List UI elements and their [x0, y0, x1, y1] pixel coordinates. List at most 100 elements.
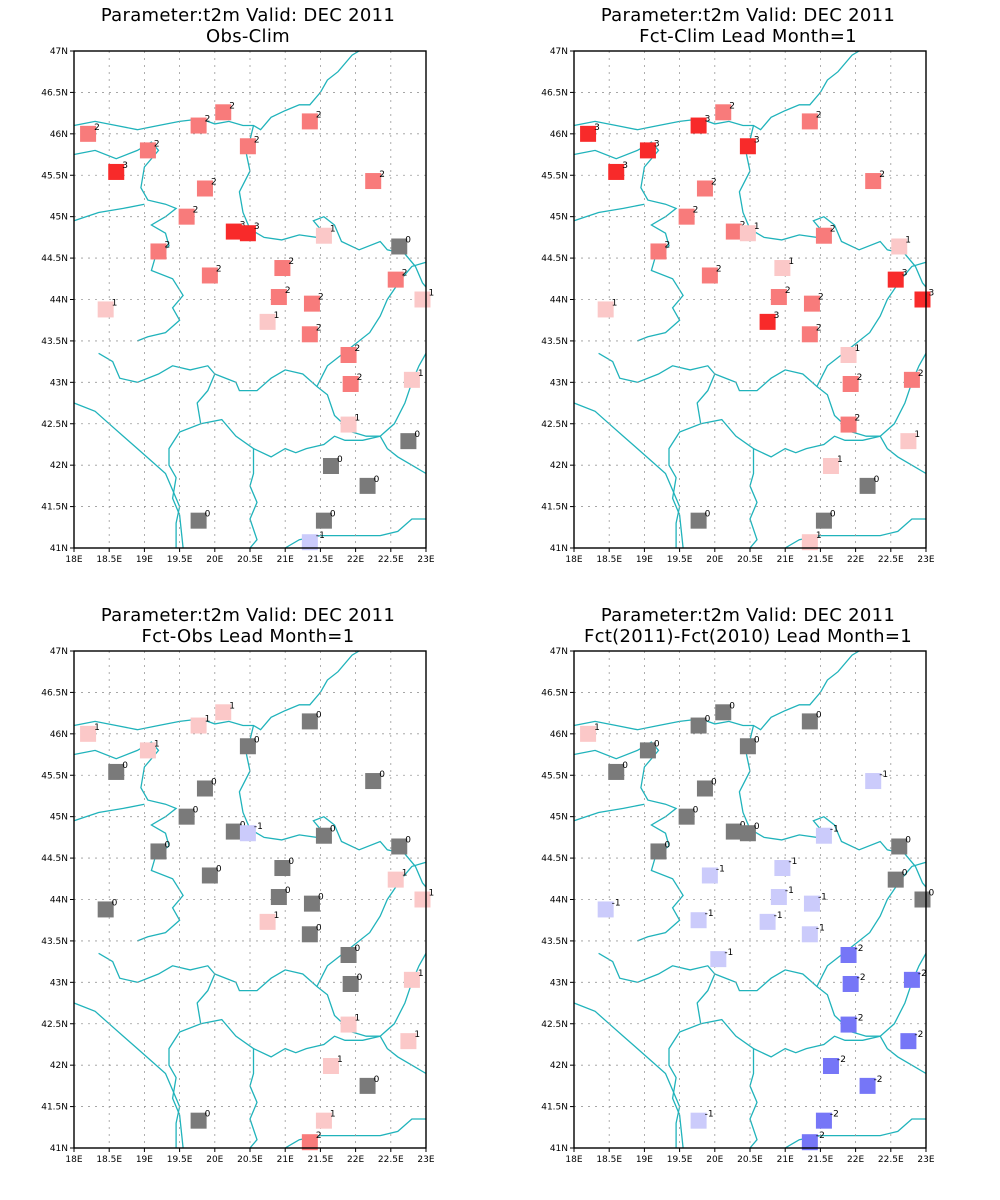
station-value-label: 2: [918, 369, 924, 379]
y-tick-label: 46.5N: [41, 688, 68, 698]
y-tick-label: 41N: [50, 544, 68, 554]
station-value-label: 0: [405, 235, 411, 245]
station-marker: [842, 375, 859, 392]
station-value-label: 0: [355, 944, 361, 954]
station-marker: [108, 163, 125, 180]
station-value-label: -1: [716, 864, 725, 874]
station-marker: [387, 271, 404, 288]
x-tick-label: 23E: [917, 555, 934, 565]
y-tick-label: 43N: [50, 378, 68, 388]
coastline-path: [749, 815, 927, 888]
chart-svg: Parameter:t2m Valid: DEC 2011 Obs-Clim 2…: [41, 5, 435, 565]
station-marker: [690, 717, 707, 734]
y-tick-label: 47N: [550, 647, 568, 657]
station-marker: [840, 416, 857, 433]
station-value-label: 0: [664, 840, 670, 850]
station-value-label: 0: [654, 739, 660, 749]
station-marker: [608, 163, 625, 180]
station-value-label: 1: [94, 723, 100, 733]
station-value-label: -2: [816, 1131, 825, 1141]
station-value-label: -1: [816, 923, 825, 933]
station-marker: [239, 225, 256, 242]
station-marker: [80, 125, 97, 142]
y-tick-label: 46.5N: [541, 688, 568, 698]
station-value-label: 1: [754, 222, 760, 232]
station-marker: [400, 1033, 417, 1050]
station-marker: [403, 971, 420, 988]
y-tick-label: 44N: [550, 896, 568, 906]
x-tick-label: 20.5E: [737, 1155, 763, 1165]
station-marker: [710, 951, 727, 968]
coastline-path: [749, 215, 927, 288]
station-value-label: 1: [402, 869, 408, 879]
station-marker: [715, 704, 732, 721]
station-value-label: 0: [374, 1075, 380, 1085]
y-tick-label: 45.5N: [41, 771, 68, 781]
y-tick-label: 41.5N: [541, 1103, 568, 1113]
station-marker: [225, 823, 242, 840]
station-marker: [301, 326, 318, 343]
station-value-label: 2: [664, 240, 670, 250]
station-marker: [801, 113, 818, 130]
station-marker: [139, 142, 156, 159]
x-tick-label: 19.5E: [167, 555, 193, 565]
y-tick-label: 43N: [50, 978, 68, 988]
station-value-label: 2: [711, 178, 717, 188]
chart-subtitle: Fct(2011)-Fct(2010) Lead Month=1: [584, 626, 912, 647]
y-tick-label: 46N: [50, 730, 68, 740]
x-tick-label: 19.5E: [167, 1155, 193, 1165]
station-value-label: -1: [316, 531, 325, 541]
coastline-path: [73, 402, 181, 548]
station-markers: 3133223220221332122221011220213213: [580, 101, 934, 551]
station-marker: [859, 477, 876, 494]
station-marker: [315, 512, 332, 529]
station-value-label: 2: [229, 101, 235, 111]
station-value-label: 0: [905, 835, 911, 845]
gridlines: [574, 51, 926, 548]
station-marker: [840, 1016, 857, 1033]
station-value-label: 0: [205, 510, 211, 520]
x-tick-label: 22.5E: [878, 1155, 904, 1165]
station-value-label: -1: [724, 948, 733, 958]
station-value-label: -1: [705, 1110, 714, 1120]
station-value-label: 0: [928, 889, 934, 899]
station-value-label: -2: [837, 1055, 846, 1065]
station-value-label: -1: [612, 898, 621, 908]
station-marker: [650, 843, 667, 860]
station-value-label: 0: [405, 835, 411, 845]
station-value-label: 1: [274, 911, 280, 921]
coastline-path: [249, 815, 427, 888]
station-value-label: 1: [837, 455, 843, 465]
x-tick-label: 18.5E: [596, 1155, 622, 1165]
station-value-label: 0: [379, 770, 385, 780]
station-marker: [639, 142, 656, 159]
station-value-label: 1: [112, 298, 118, 308]
station-value-label: 0: [288, 857, 294, 867]
station-marker: [365, 173, 382, 190]
station-marker: [387, 871, 404, 888]
station-value-label: -1: [774, 911, 783, 921]
station-value-label: 3: [594, 123, 600, 133]
station-value-label: -1: [788, 857, 797, 867]
coastline-path: [598, 352, 716, 383]
station-marker: [108, 763, 125, 780]
station-value-label: 0: [216, 864, 222, 874]
station-marker: [391, 238, 408, 255]
station-marker: [340, 416, 357, 433]
y-tick-label: 45.5N: [541, 171, 568, 181]
station-value-label: 1: [914, 430, 920, 440]
y-tick-label: 41N: [50, 1144, 68, 1154]
station-marker: [97, 301, 114, 318]
chart-subtitle: Fct-Clim Lead Month=1: [639, 26, 857, 47]
x-tick-label: 21E: [777, 555, 794, 565]
coastline-path: [73, 803, 145, 822]
station-marker: [774, 260, 791, 277]
y-tick-label: 41.5N: [541, 503, 568, 513]
station-value-label: 0: [316, 710, 322, 720]
station-marker: [887, 871, 904, 888]
chart-title: Parameter:t2m Valid: DEC 2011: [601, 605, 895, 626]
station-marker: [315, 1112, 332, 1129]
station-marker: [270, 289, 287, 306]
station-marker: [774, 860, 791, 877]
station-marker: [196, 780, 213, 797]
